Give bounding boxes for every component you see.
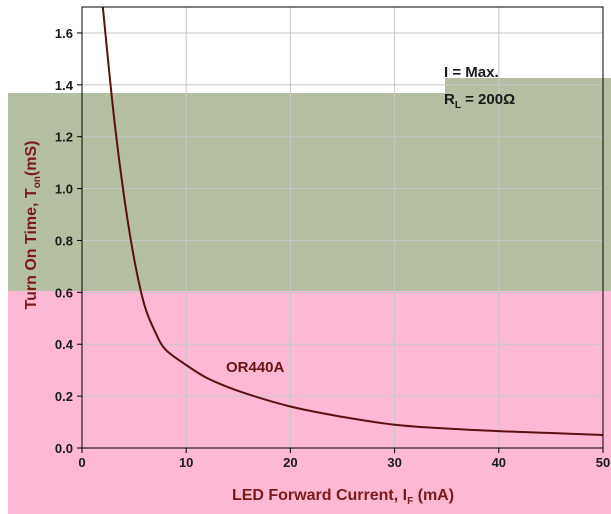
x-tick-label: 50 [596,455,610,470]
y-tick-label: 1.4 [55,78,74,93]
ticks: 0 10 20 30 40 50 0.0 0.2 0.4 0.6 0.8 1.0 1.2 1.4 1.6 [55,26,610,470]
grid [81,7,604,449]
plot-frame [81,6,604,449]
annotation-load-resistor: RL = 200Ω [444,91,515,111]
series-label-or440a: OR440A [226,359,285,376]
y-tick-label: 0.0 [55,441,73,456]
y-tick-label: 1.2 [55,130,73,145]
x-tick-label: 40 [492,455,506,470]
y-tick-label: 0.2 [55,389,73,404]
y-tick-label: 0.6 [55,285,73,300]
annotation-current: I = Max. [444,64,499,81]
y-axis-title: Turn On Time, Ton(mS) [23,141,43,310]
pink-band [8,291,611,514]
x-axis-title: LED Forward Current, IF (mA) [232,487,454,507]
x-tick-label: 0 [78,455,85,470]
y-tick-label: 0.8 [55,233,73,248]
y-tick-label: 1.6 [55,26,73,41]
y-tick-label: 1.0 [55,182,73,197]
x-tick-label: 30 [387,455,401,470]
y-tick-label: 0.4 [55,337,74,352]
series-layer [101,7,603,436]
x-tick-label: 20 [283,455,297,470]
x-tick-label: 10 [179,455,193,470]
series-line-or440a [101,7,603,436]
green-band [8,78,611,291]
